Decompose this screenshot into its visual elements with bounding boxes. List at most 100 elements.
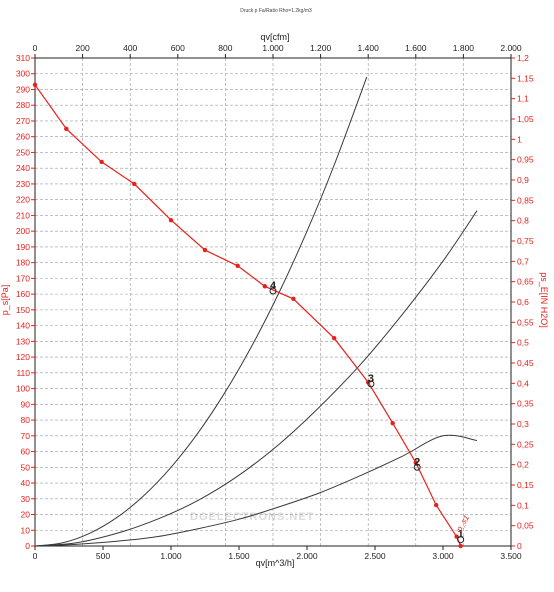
fan-curve-point (413, 460, 418, 465)
fan-curve-point (64, 126, 69, 132)
y-tick-label: 80 (21, 415, 31, 425)
operating-point-label: 4 (270, 280, 277, 292)
x2-tick-label: 1.200 (310, 43, 332, 53)
x2-tick-label: 200 (76, 43, 90, 53)
y-tick-label: 300 (16, 69, 30, 79)
operating-point (457, 536, 465, 544)
right-axis-label: ps_E[IN H2O] (539, 272, 549, 328)
operating-point (413, 463, 421, 471)
y-tick-label: 170 (16, 273, 30, 283)
operating-points-layer: 4 3 2 1p_s1 (269, 280, 471, 544)
y2-tick-label: 0,95 (517, 155, 534, 165)
y-tick-label: 110 (16, 368, 30, 378)
y-tick-label: 190 (16, 242, 30, 252)
y-tick-label: 290 (16, 84, 30, 94)
x2-tick-label: 1.600 (405, 43, 427, 53)
y2-tick-label: 1,1 (517, 94, 529, 104)
y-tick-label: 30 (21, 494, 31, 504)
y-tick-label: 230 (16, 179, 30, 189)
y2-tick-label: 0,6 (517, 297, 529, 307)
x-tick-label: 3.500 (500, 551, 522, 561)
y-tick-label: 240 (16, 163, 30, 173)
y-tick-label: 150 (16, 305, 30, 315)
y2-tick-label: 0,7 (517, 256, 529, 266)
y-tick-label: 280 (16, 100, 30, 110)
fan-curve-point (32, 82, 38, 87)
operating-point (367, 380, 375, 388)
y2-tick-label: 0,2 (517, 460, 529, 470)
y-tick-label: 210 (16, 210, 30, 220)
plot-frame (34, 57, 512, 547)
left-axis-label: p_s[Pa] (0, 285, 10, 316)
y-tick-label: 10 (21, 525, 31, 535)
y2-tick-label: 0,9 (517, 175, 529, 185)
series-layer (32, 76, 478, 549)
y2-tick-label: 0,45 (517, 358, 534, 368)
y-tick-label: 70 (21, 431, 31, 441)
x2-tick-label: 600 (171, 43, 185, 53)
y2-tick-label: 0,15 (517, 480, 534, 490)
y2-tick-label: 0 (517, 541, 522, 551)
x2-tick-label: 1.800 (453, 43, 475, 53)
bottom-axis-label: qv[m^3/h] (256, 558, 295, 568)
x2-tick-label: 1.400 (358, 43, 380, 53)
y-tick-label: 310 (16, 53, 30, 63)
fan-curve-point (291, 296, 296, 302)
operating-point-label: 3 (368, 373, 374, 385)
y-tick-label: 20 (21, 510, 31, 520)
x2-tick-label: 400 (123, 43, 137, 53)
y2-tick-label: 0,35 (517, 399, 534, 409)
y2-tick-label: 1,2 (517, 53, 529, 63)
y2-tick-label: 1,15 (517, 73, 534, 83)
y2-tick-label: 0,8 (517, 216, 529, 226)
y-tick-label: 270 (16, 116, 30, 126)
y-tick-label: 130 (16, 336, 30, 346)
y2-tick-label: 0,85 (517, 195, 534, 205)
y-tick-label: 220 (16, 195, 30, 205)
y2-tick-label: 0,05 (517, 521, 534, 531)
chart-title: Druck p Fa/Ratio Rho=1.2kg/m3 (240, 8, 312, 14)
fan-curve-point (332, 336, 337, 341)
x2-tick-label: 2.000 (500, 43, 522, 53)
fan-curve-point (390, 421, 395, 426)
y-tick-label: 180 (16, 258, 30, 268)
y-tick-label: 100 (16, 384, 30, 394)
operating-point-label: 1 (458, 529, 464, 541)
x2-tick-label: 1.000 (262, 43, 284, 53)
y2-tick-label: 0,75 (517, 236, 534, 246)
x-tick-label: 2.000 (296, 551, 318, 561)
top-axis-label: qv[cfm] (260, 32, 289, 42)
x-tick-label: 1.000 (160, 551, 182, 561)
fan-curve-point (202, 247, 208, 253)
y2-tick-label: 0,3 (517, 419, 529, 429)
y2-tick-label: 0,1 (517, 500, 529, 510)
x-tick-label: 0 (33, 551, 38, 561)
y-tick-label: 50 (21, 462, 31, 472)
y-tick-label: 60 (21, 447, 31, 457)
fan-curve-point (454, 534, 459, 539)
y2-tick-label: 1 (517, 134, 522, 144)
fan-curve-point (262, 284, 268, 289)
x2-tick-label: 800 (218, 43, 232, 53)
y-tick-label: 0 (25, 541, 30, 551)
y2-tick-label: 0,25 (517, 439, 534, 449)
fan-curve-point (99, 159, 104, 165)
y2-tick-label: 0,55 (517, 317, 534, 327)
fan-curve-line (35, 84, 462, 546)
y-tick-label: 120 (16, 352, 30, 362)
x-tick-label: 3.000 (432, 551, 454, 561)
x-tick-label: 500 (96, 551, 110, 561)
operating-point-label: 2 (414, 456, 420, 468)
y2-tick-label: 0,65 (517, 277, 534, 287)
fan-curve-point (458, 543, 463, 549)
y-tick-label: 250 (16, 147, 30, 157)
fan-curve-point (132, 181, 137, 187)
x-tick-label: 1.500 (228, 551, 250, 561)
watermark: DGELECTRONS.NET (190, 511, 314, 523)
y2-tick-label: 0,5 (517, 338, 529, 348)
axis-layer: 0102030405060708090100110120130140150160… (16, 43, 534, 561)
y2-tick-label: 0,4 (517, 378, 529, 388)
system-curve-1 (35, 76, 368, 546)
y-tick-label: 200 (16, 226, 30, 236)
